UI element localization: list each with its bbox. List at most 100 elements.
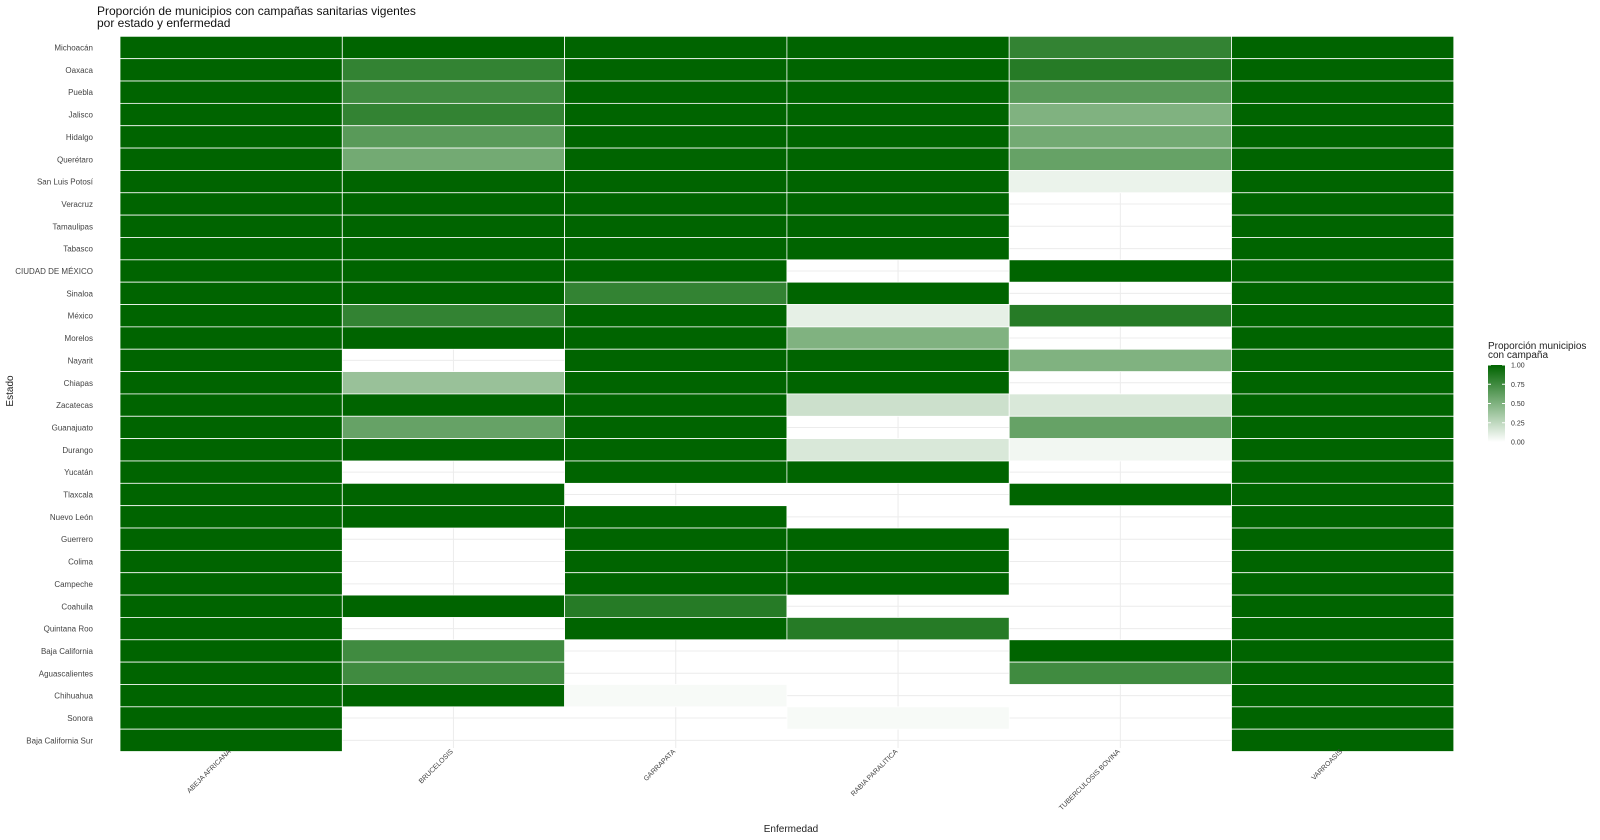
legend-title-line-1: Proporción municipios [1488,341,1586,352]
heatmap-cell [1231,617,1455,641]
heatmap-cell [1231,706,1455,730]
heatmap-cell [1008,438,1232,462]
heatmap-cell [119,237,343,261]
heatmap-cell [341,102,565,127]
y-tick-label: Campeche [54,580,93,589]
heatmap-cell [786,438,1010,462]
heatmap-cell [341,35,565,60]
heatmap-cell [341,214,565,238]
heatmap-cell [1008,259,1232,283]
heatmap-cell [1008,35,1232,60]
heatmap-cell [119,326,343,350]
heatmap-cell [1231,393,1455,417]
heatmap-cell [341,125,565,149]
heatmap-cell [1231,482,1455,507]
y-tick-label: Guanajuato [52,423,94,432]
heatmap-cell [341,415,565,440]
heatmap-cell [1008,639,1232,663]
heatmap-cell [119,80,343,104]
heatmap-cell [341,58,565,82]
heatmap-cell [1008,80,1232,104]
chart-subtitle: por estado y enfermedad [97,16,230,30]
heatmap-cell [564,549,788,574]
heatmap-cell [1231,80,1455,104]
y-tick-label: Oaxaca [65,66,93,75]
heatmap-cell [119,259,343,283]
heatmap-cell [786,58,1010,82]
heatmap-cell [1231,415,1455,440]
heatmap-cell [1231,371,1455,395]
heatmap-cell [119,572,343,596]
y-tick-label: Morelos [65,334,93,343]
heatmap-cell [1231,147,1455,171]
heatmap-cell [1231,237,1455,261]
heatmap-cell [1008,661,1232,685]
heatmap-cell [341,661,565,685]
y-tick-label: Colima [68,558,93,567]
heatmap-cell [119,684,343,708]
heatmap-cell [341,170,565,194]
heatmap-cell [1231,549,1455,574]
heatmap-cell [119,214,343,238]
heatmap-cell [341,304,565,328]
heatmap-cell [119,348,343,372]
heatmap-cell [786,617,1010,641]
y-tick-label: Baja California Sur [26,736,93,745]
heatmap-cell [1231,572,1455,596]
heatmap-cell [564,460,788,484]
heatmap-cell [119,281,343,305]
heatmap-cell [119,170,343,194]
heatmap-cell [119,527,343,551]
heatmap-cell [1231,304,1455,328]
heatmap-cell [564,594,788,618]
heatmap-cell [1231,728,1455,752]
heatmap-cell [564,304,788,328]
heatmap-cell [1231,102,1455,127]
cells-layer [119,35,1455,752]
y-tick-label: Sonora [67,714,93,723]
y-tick-label: Nayarit [68,356,94,365]
y-tick-label: Zacatecas [56,401,93,410]
heatmap-cell [786,393,1010,417]
heatmap-cell [564,170,788,194]
chart-title: Proporción de municipios con campañas sa… [97,4,416,18]
heatmap-cell [564,326,788,350]
heatmap-cell [119,125,343,149]
x-tick-label: TUBERCULOSIS BOVINA [1058,748,1122,812]
heatmap-cell [1231,214,1455,238]
x-tick-label: BRUCELOSIS [418,748,455,785]
heatmap-cell [1008,58,1232,82]
heatmap-cell [786,371,1010,395]
heatmap-cell [119,35,343,60]
heatmap-cell [119,192,343,216]
y-tick-label: Nuevo León [50,513,93,522]
y-tick-label: Chiapas [64,379,93,388]
heatmap-cell [1231,170,1455,194]
heatmap-cell [119,415,343,440]
heatmap-cell [564,438,788,462]
y-tick-label: CIUDAD DE MÉXICO [15,267,93,276]
y-tick-label: Sinaloa [66,289,93,298]
legend-tick-label: 0.75 [1511,382,1525,389]
y-tick-label: Aguascalientes [39,669,93,678]
heatmap-cell [1231,594,1455,618]
heatmap-cell [564,80,788,104]
legend-colorbar [1488,365,1505,442]
heatmap-cell [119,147,343,171]
heatmap-cell [786,192,1010,216]
heatmap-cell [564,371,788,395]
heatmap-cell [1231,438,1455,462]
heatmap-cell [564,58,788,82]
heatmap-cell [1231,125,1455,149]
heatmap-cell [786,549,1010,574]
heatmap-cell [786,281,1010,305]
heatmap-cell [119,505,343,529]
heatmap-cell [341,147,565,171]
heatmap-cell [786,170,1010,194]
heatmap-cell [786,348,1010,372]
heatmap-cell [564,35,788,60]
heatmap-cell [119,304,343,328]
heatmap-cell [786,304,1010,328]
heatmap-cell [786,527,1010,551]
